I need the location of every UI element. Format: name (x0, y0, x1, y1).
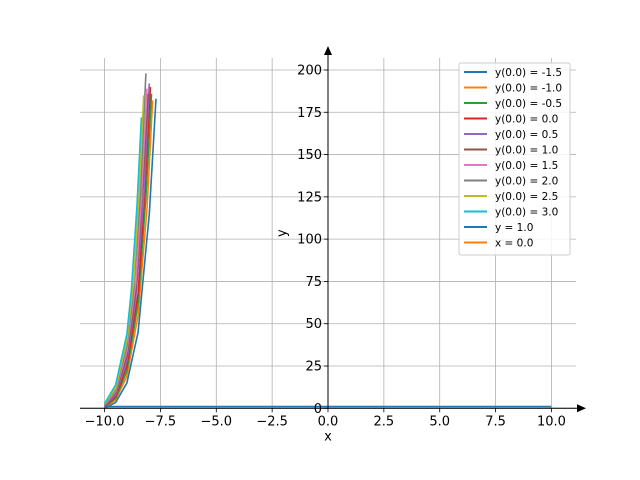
series-line-3 (104, 86, 152, 408)
y-tick-label: 50 (305, 317, 322, 332)
y-tick-label: 75 (305, 275, 322, 290)
legend-box (458, 62, 571, 256)
y-tick-label: 100 (297, 233, 322, 248)
y-tick-label: 175 (297, 106, 322, 121)
x-axis-arrow (577, 404, 586, 413)
x-tick-label: 2.5 (374, 414, 395, 429)
x-tick-label: 0.0 (318, 414, 339, 429)
legend-label: y(0.0) = -1.0 (495, 82, 562, 94)
x-tick-label: 10.0 (537, 414, 566, 429)
legend-label: y(0.0) = 2.5 (495, 191, 558, 203)
legend-label: y = 1.0 (495, 222, 533, 234)
y-axis-arrow (324, 46, 332, 55)
series-line-1 (104, 100, 154, 409)
x-tick-label: −10.0 (85, 414, 125, 429)
ticks: −10.0 −7.5 −5.0 −2.5 0.0 2.5 5.0 7.5 10.0 0 25 50 75… (85, 63, 566, 429)
x-tick-label: −2.5 (256, 414, 288, 429)
x-tick-label: −5.0 (200, 414, 232, 429)
x-axis-label: x (324, 429, 332, 444)
legend-label: y(0.0) = 3.0 (495, 206, 558, 218)
axes (80, 46, 586, 413)
y-tick-label: 25 (305, 360, 322, 375)
legend-label: y(0.0) = -0.5 (495, 98, 562, 110)
series-line-6 (103, 88, 148, 406)
legend: y(0.0) = -1.5 y(0.0) = -1.0 y(0.0) = -0.5 y… (458, 62, 571, 256)
series-line-5 (103, 93, 149, 407)
legend-label: y(0.0) = 0.0 (495, 113, 558, 125)
legend-label: x = 0.0 (495, 237, 533, 249)
y-tick-label: 150 (297, 148, 322, 163)
legend-label: y(0.0) = 2.0 (495, 175, 558, 187)
series-line-8 (103, 95, 145, 405)
series-line-9 (103, 117, 143, 405)
series-line-0 (104, 98, 157, 410)
x-tick-label: 5.0 (429, 414, 450, 429)
y-tick-label: 0 (314, 402, 322, 417)
x-tick-label: 7.5 (485, 414, 506, 429)
legend-label: y(0.0) = 1.5 (495, 160, 558, 172)
series-lines (103, 73, 552, 410)
y-tick-label: 200 (297, 63, 322, 78)
y-axis-label: y (275, 229, 290, 237)
legend-label: y(0.0) = -1.5 (495, 67, 562, 79)
legend-label: y(0.0) = 0.5 (495, 129, 558, 141)
legend-label: y(0.0) = 1.0 (495, 144, 558, 156)
x-tick-label: −7.5 (145, 414, 177, 429)
series-line-2 (104, 93, 153, 408)
y-tick-label: 125 (297, 190, 322, 205)
